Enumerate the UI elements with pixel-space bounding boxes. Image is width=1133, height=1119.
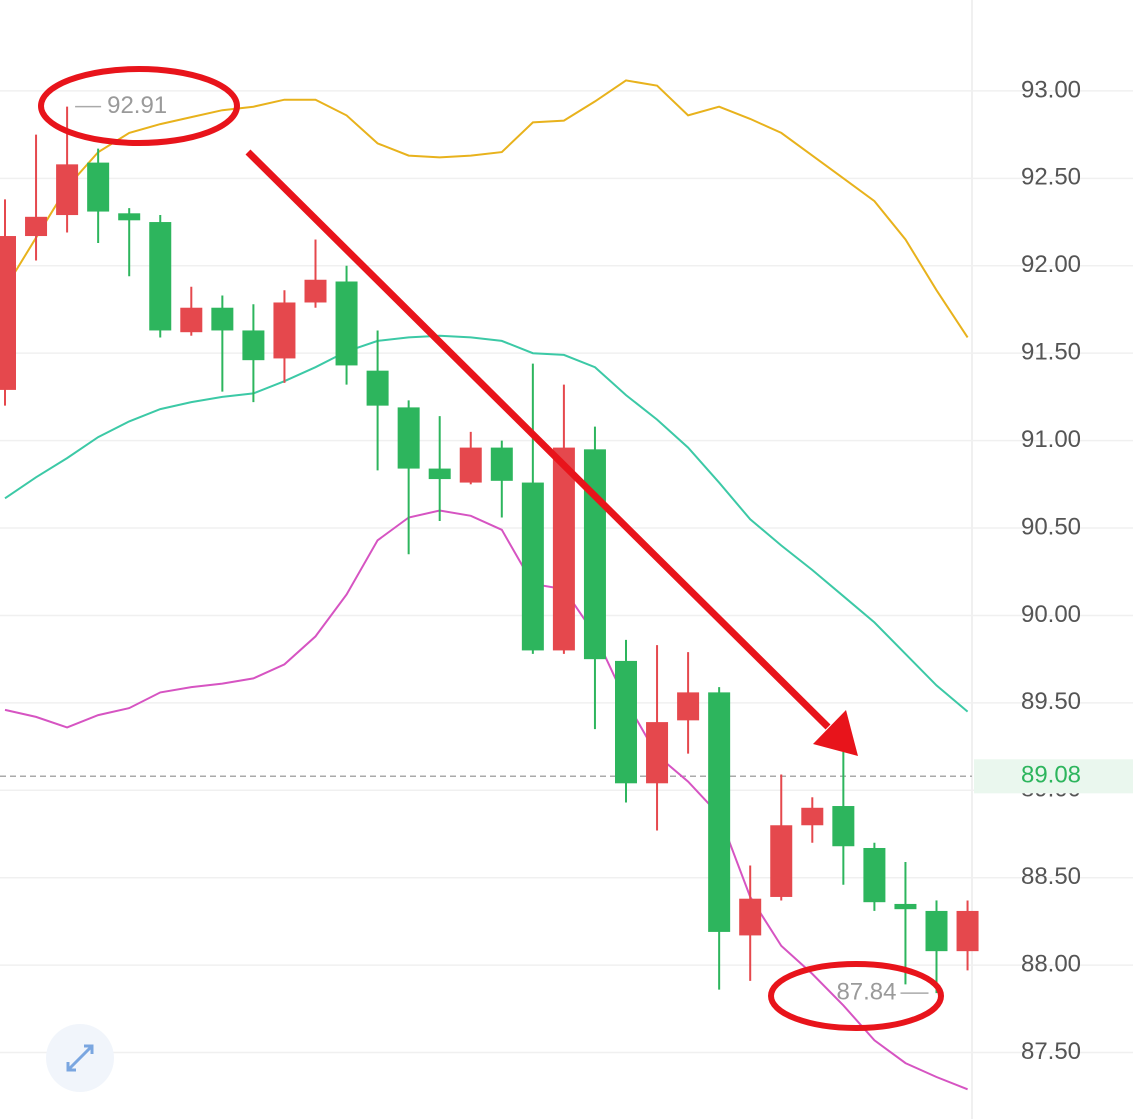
y-tick-label: 89.50: [1021, 688, 1081, 715]
grid: [0, 90, 1133, 1054]
trend-arrow-head: [813, 710, 858, 756]
y-tick-label: 92.00: [1021, 251, 1081, 278]
candle-body: [149, 222, 172, 331]
candle-body: [273, 302, 296, 359]
candle-body: [304, 279, 327, 303]
candle-body: [25, 216, 48, 237]
candle-body: [366, 370, 389, 406]
candle-body: [956, 910, 979, 952]
annotation-label: 87.84: [836, 978, 896, 1005]
highlight-ellipse: [38, 66, 240, 146]
candle-body: [242, 330, 265, 361]
candle-body: [397, 407, 420, 469]
candle-body: [490, 447, 513, 481]
candle-body: [801, 807, 824, 826]
last-price-bg: [974, 759, 1133, 794]
candle-body: [428, 468, 451, 480]
candle-body: [87, 162, 110, 212]
candle-body: [925, 910, 948, 952]
candle-body: [832, 806, 855, 847]
candle-body: [56, 164, 79, 216]
candle-body: [646, 722, 669, 784]
y-tick-label: 88.00: [1021, 950, 1081, 977]
y-tick-label: 91.50: [1021, 339, 1081, 366]
annotations-overlay: [38, 66, 944, 1031]
last-price-label: 89.08: [1021, 762, 1081, 789]
candle-body: [739, 898, 762, 936]
candle-body: [583, 449, 606, 660]
labels: 93.00 92.50 92.00 91.50 91.00 90.50 90.00 89.50…: [75, 76, 1133, 1065]
y-tick-label: 92.50: [1021, 164, 1081, 191]
candle-body: [335, 281, 358, 366]
y-tick-label: 90.50: [1021, 513, 1081, 540]
highlight-ellipse: [768, 961, 944, 1031]
band-line: [4, 334, 969, 713]
candle-body: [615, 660, 637, 784]
candle-body: [211, 307, 234, 331]
y-tick-label: 87.50: [1021, 1038, 1081, 1065]
candle-body: [894, 903, 917, 910]
expand-button[interactable]: [46, 1024, 114, 1092]
candle-body: [708, 692, 731, 932]
candle-body: [118, 213, 141, 221]
band-line: [4, 509, 968, 1091]
band-line: [4, 79, 969, 338]
candle-body: [180, 307, 203, 333]
trend-arrow: [245, 149, 831, 730]
candles: [0, 106, 979, 994]
candle-body: [0, 236, 16, 390]
y-tick-label: 90.00: [1021, 601, 1081, 628]
y-tick-label: 93.00: [1021, 76, 1081, 103]
candle-body: [552, 447, 575, 651]
y-tick-label: 88.50: [1021, 863, 1081, 890]
expand-icon[interactable]: [66, 1044, 94, 1072]
candle-body: [459, 447, 482, 483]
candle-body: [863, 847, 886, 903]
candle-body: [770, 825, 793, 897]
candle-body: [521, 482, 544, 651]
annotation-label: 92.91: [107, 92, 167, 119]
y-tick-label: 91.00: [1021, 426, 1081, 453]
candle-body: [677, 692, 700, 721]
